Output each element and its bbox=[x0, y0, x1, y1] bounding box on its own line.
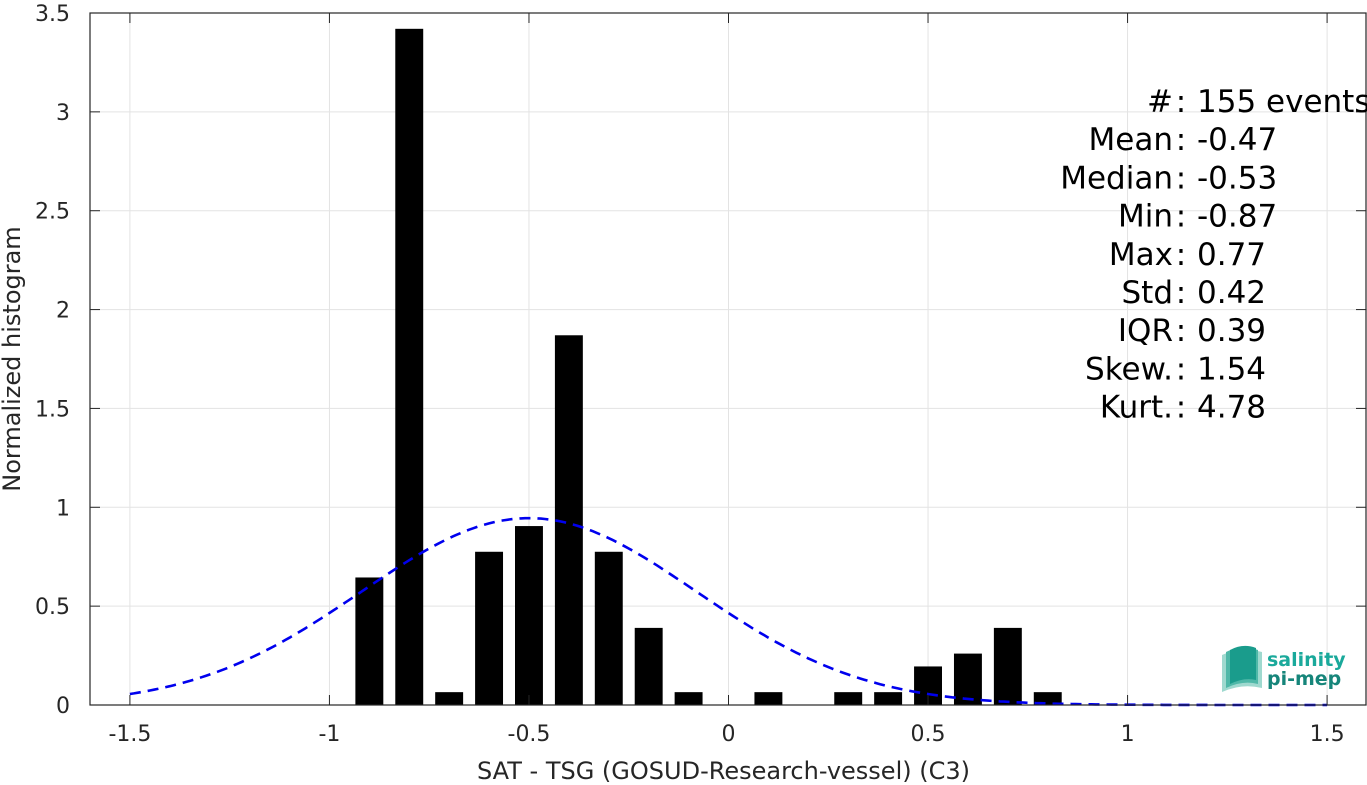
stat-colon: : bbox=[1176, 160, 1186, 196]
y-tick-label: 0 bbox=[56, 694, 70, 719]
stat-colon: : bbox=[1176, 390, 1186, 426]
stat-label: IQR bbox=[1118, 313, 1173, 349]
histogram-bar bbox=[395, 28, 424, 706]
x-tick-label: 1.5 bbox=[1310, 722, 1345, 747]
histogram-bar bbox=[634, 627, 663, 705]
stat-label: Median bbox=[1060, 160, 1173, 196]
y-tick-label: 3.5 bbox=[35, 2, 70, 27]
logo-text-salinity: salinity bbox=[1267, 649, 1346, 671]
x-tick-label: -0.5 bbox=[508, 722, 551, 747]
stat-colon: : bbox=[1176, 122, 1186, 158]
stat-colon: : bbox=[1176, 237, 1186, 273]
stat-label: Min bbox=[1118, 199, 1173, 235]
histogram-bar bbox=[515, 526, 543, 705]
stat-value: -0.53 bbox=[1197, 160, 1277, 196]
x-axis-label: SAT - TSG (GOSUD-Research-vessel) (C3) bbox=[477, 757, 970, 785]
x-tick-label: 0 bbox=[722, 722, 736, 747]
stat-value: 1.54 bbox=[1197, 351, 1266, 387]
histogram-bar bbox=[754, 692, 783, 705]
stat-colon: : bbox=[1176, 351, 1186, 387]
stat-label: # bbox=[1147, 84, 1173, 120]
x-tick-label: -1 bbox=[318, 722, 340, 747]
y-tick-label: 0.5 bbox=[35, 595, 70, 620]
histogram-bar bbox=[993, 627, 1022, 705]
stat-label: Std bbox=[1121, 275, 1173, 311]
histogram-bar bbox=[475, 551, 504, 705]
x-tick-label: -1.5 bbox=[108, 722, 151, 747]
histogram-bar bbox=[834, 692, 863, 705]
stat-label: Skew. bbox=[1085, 351, 1173, 387]
y-axis-label: Normalized histogram bbox=[0, 226, 26, 491]
x-tick-label: 0.5 bbox=[911, 722, 946, 747]
stat-value: 4.78 bbox=[1197, 390, 1266, 426]
bars bbox=[355, 28, 1062, 706]
stat-value: 155 events bbox=[1197, 84, 1367, 120]
histogram-bar bbox=[1033, 692, 1062, 705]
logo-wave-icon bbox=[1222, 645, 1262, 692]
stat-colon: : bbox=[1176, 199, 1186, 235]
stat-value: -0.87 bbox=[1197, 199, 1277, 235]
y-tick-label: 2 bbox=[56, 299, 70, 324]
stat-colon: : bbox=[1176, 84, 1186, 120]
stat-value: -0.47 bbox=[1197, 122, 1277, 158]
x-tick-label: 1 bbox=[1121, 722, 1135, 747]
histogram-bar bbox=[874, 692, 903, 705]
stat-value: 0.77 bbox=[1197, 237, 1266, 273]
stat-label: Max bbox=[1109, 237, 1173, 273]
histogram-bar bbox=[355, 577, 384, 705]
stat-label: Mean bbox=[1089, 122, 1173, 158]
y-tick-label: 3 bbox=[56, 101, 70, 126]
histogram-bar bbox=[953, 653, 982, 705]
y-tick-label: 1.5 bbox=[35, 397, 70, 422]
histogram-bar bbox=[594, 551, 623, 705]
stat-colon: : bbox=[1176, 275, 1186, 311]
salinity-pi-mep-logo: salinity pi-mep bbox=[1222, 645, 1346, 692]
stat-value: 0.39 bbox=[1197, 313, 1266, 349]
histogram-bar bbox=[435, 692, 464, 705]
stat-label: Kurt. bbox=[1100, 390, 1173, 426]
stat-colon: : bbox=[1176, 313, 1186, 349]
histogram-bar bbox=[674, 692, 703, 705]
logo-text-pimep: pi-mep bbox=[1267, 668, 1341, 690]
y-tick-label: 2.5 bbox=[35, 200, 70, 225]
grid-lines bbox=[90, 12, 1367, 706]
axis-ticks: -1.5 -1 -0.5 0 0.5 1 1.5 0 0.5 1 1.5 2 2.5 3 3.5 bbox=[35, 2, 1366, 747]
y-tick-label: 1 bbox=[56, 496, 70, 521]
stat-value: 0.42 bbox=[1197, 275, 1266, 311]
